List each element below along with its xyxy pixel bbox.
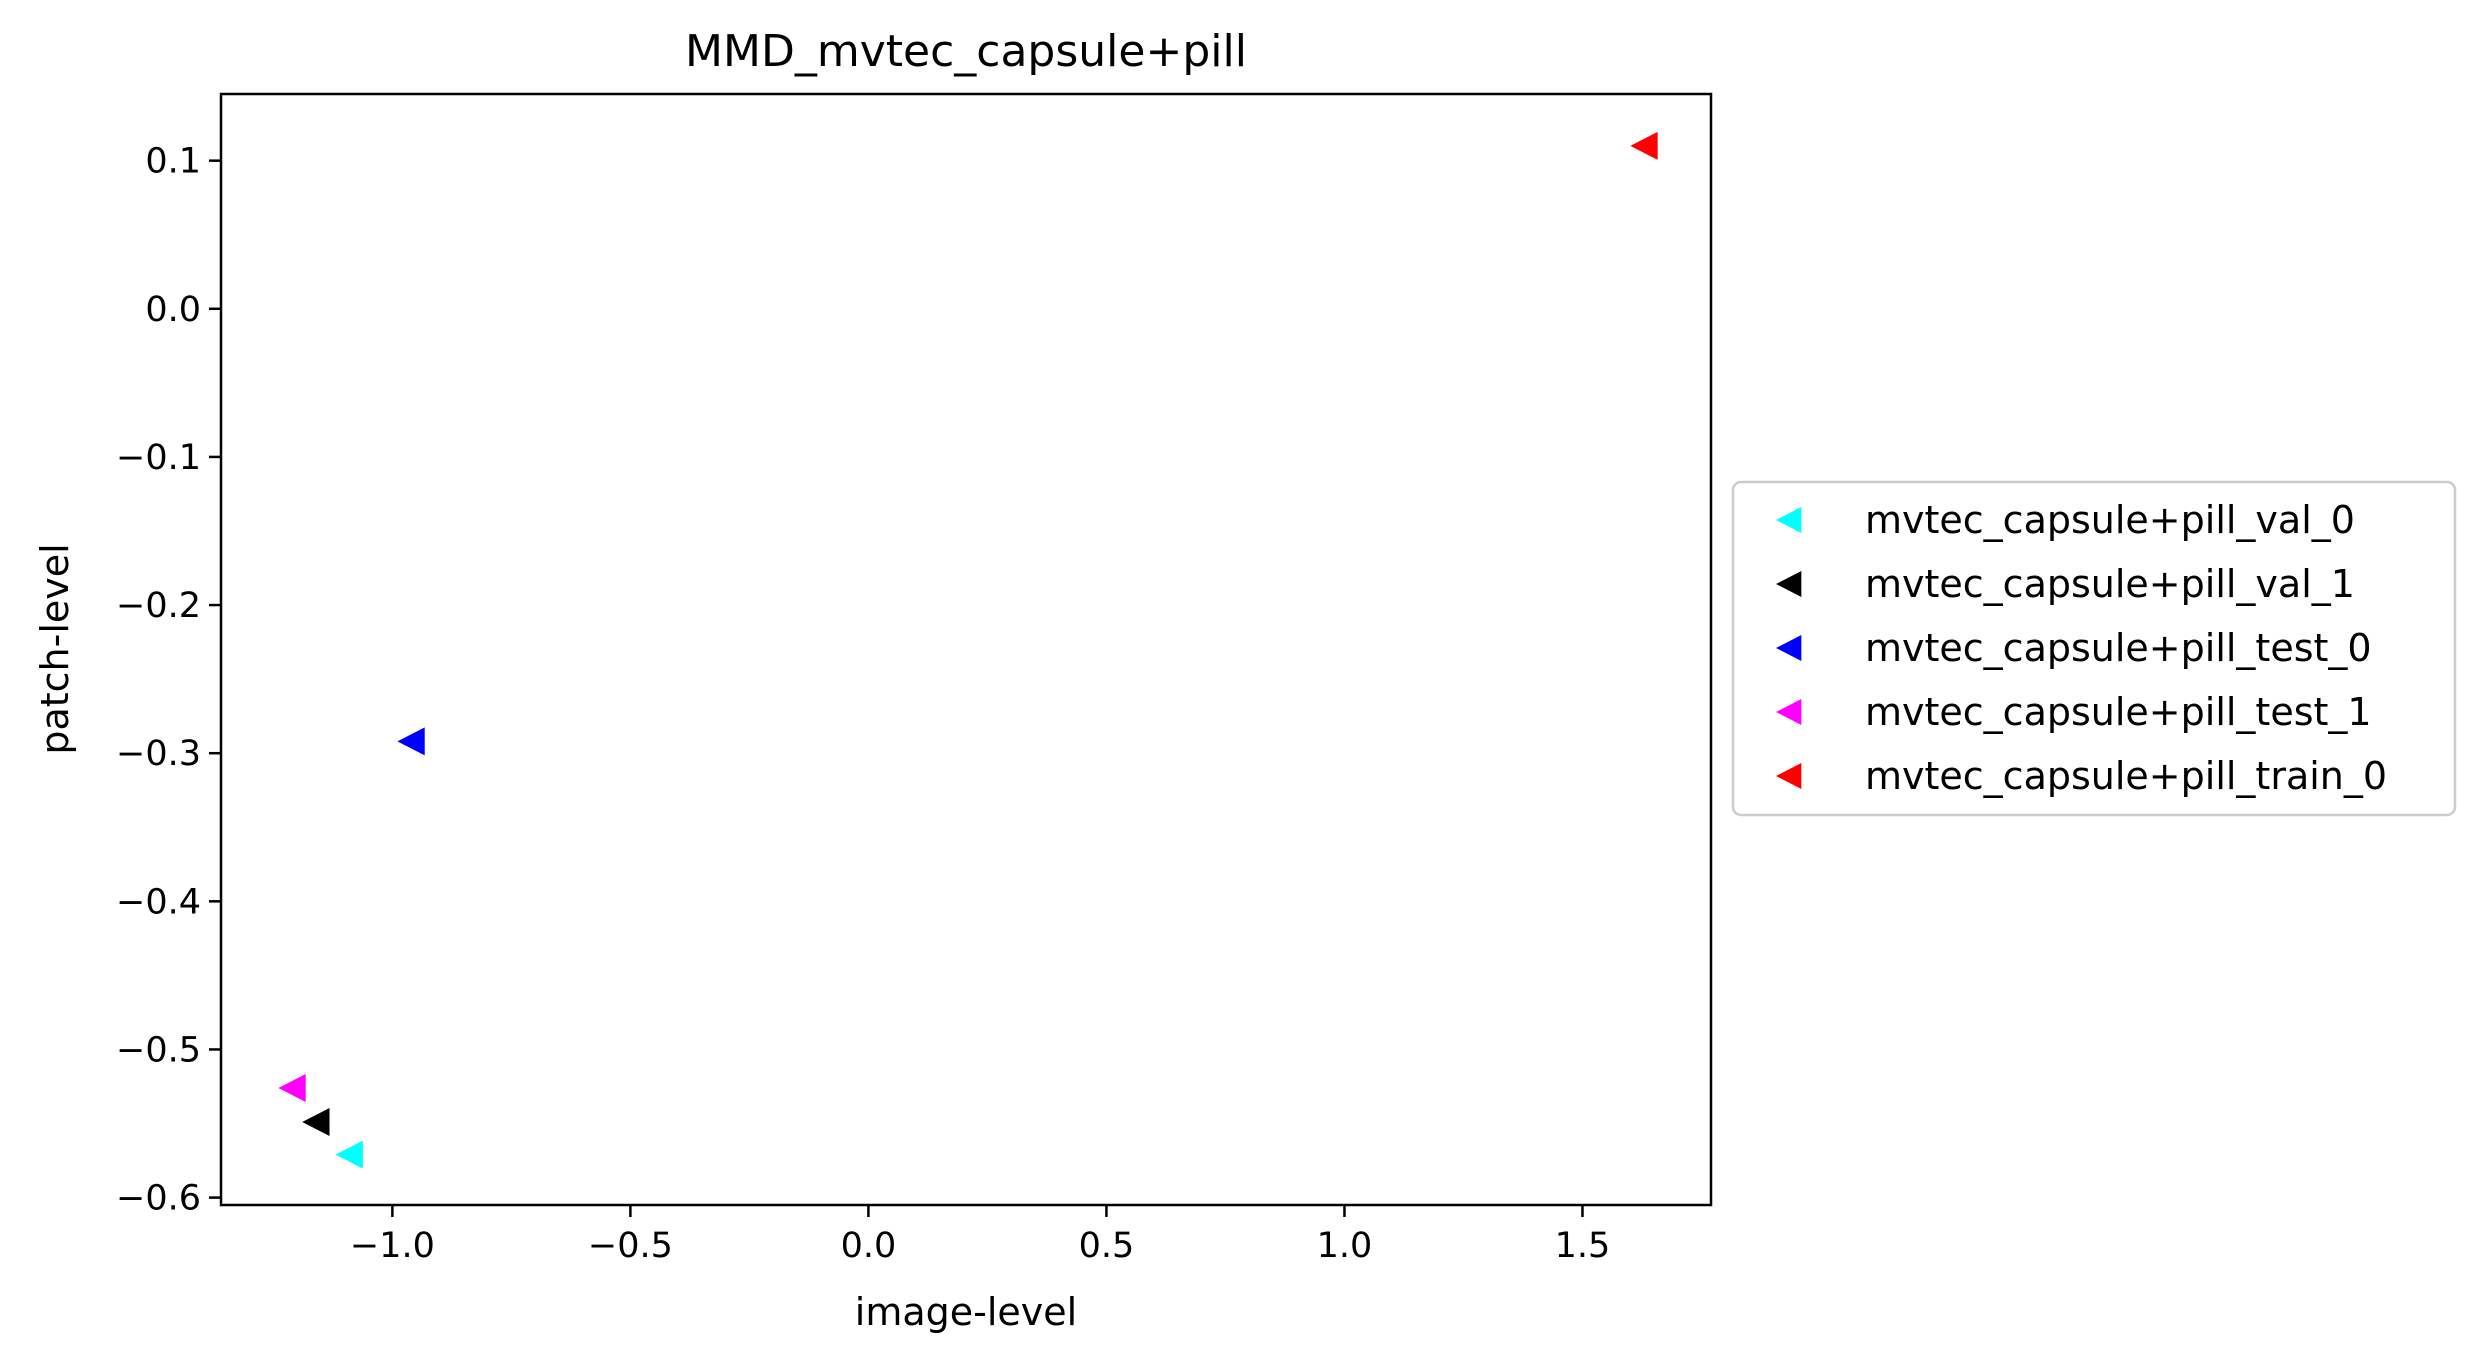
y-tick-label: −0.6 (116, 1179, 201, 1219)
y-axis: 0.1 0.0 −0.1 −0.2 −0.3 −0.4 −0.5 −0.6 (116, 142, 221, 1219)
plot-frame (219, 92, 1713, 1207)
x-tick-label: 0.5 (1079, 1226, 1135, 1266)
legend-marker (1776, 571, 1802, 597)
y-tick-label: −0.4 (116, 882, 201, 922)
data-point-mvtec_capsule+pill_val_0 (335, 1140, 363, 1169)
legend-label: mvtec_capsule+pill_val_0 (1865, 498, 2355, 542)
legend-label: mvtec_capsule+pill_test_0 (1865, 626, 2372, 670)
data-point-mvtec_capsule+pill_val_1 (302, 1108, 330, 1137)
x-axis-label: image-level (855, 1290, 1077, 1334)
x-tick-label: 0.0 (841, 1226, 897, 1266)
x-tick-label: 1.0 (1317, 1226, 1373, 1266)
legend-marker (1776, 635, 1802, 661)
x-tick-label: −1.0 (350, 1226, 435, 1266)
legend-marker (1776, 699, 1802, 725)
legend: mvtec_capsule+pill_val_0 mvtec_capsule+pi… (1731, 480, 2457, 817)
data-point-mvtec_capsule+pill_test_0 (397, 727, 425, 756)
y-tick-label: −0.3 (116, 734, 201, 774)
legend-items: mvtec_capsule+pill_val_0 mvtec_capsule+pi… (1776, 498, 2387, 798)
y-tick-label: 0.0 (145, 290, 201, 330)
legend-label: mvtec_capsule+pill_train_0 (1865, 754, 2387, 798)
chart-title: MMD_mvtec_capsule+pill (685, 26, 1247, 77)
y-axis-label: patch-level (33, 543, 77, 754)
x-axis: −1.0 −0.5 0.0 0.5 1.0 1.5 (350, 1205, 1610, 1266)
y-tick-label: 0.1 (145, 142, 201, 182)
marks-layer (278, 131, 1658, 1169)
x-tick-label: 1.5 (1555, 1226, 1611, 1266)
legend-label: mvtec_capsule+pill_val_1 (1865, 562, 2355, 606)
legend-marker (1776, 507, 1802, 533)
legend-label: mvtec_capsule+pill_test_1 (1865, 690, 2372, 734)
y-tick-label: −0.2 (116, 586, 201, 626)
legend-box (1731, 480, 2457, 817)
legend-marker (1776, 763, 1802, 789)
y-tick-label: −0.1 (116, 438, 201, 478)
x-tick-label: −0.5 (588, 1226, 673, 1266)
data-point-mvtec_capsule+pill_test_1 (278, 1073, 306, 1102)
y-tick-label: −0.5 (116, 1030, 201, 1070)
data-point-mvtec_capsule+pill_train_0 (1630, 131, 1658, 160)
